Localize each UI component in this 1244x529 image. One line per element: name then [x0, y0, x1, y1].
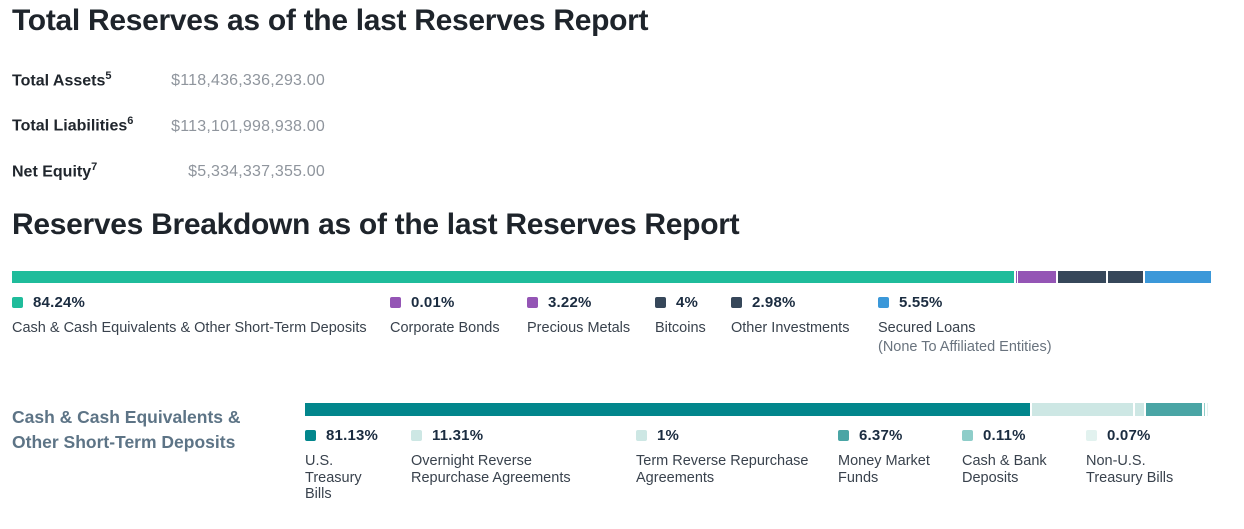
legend-percent: 0.01%: [411, 294, 455, 311]
bar-segment-cash-and-equivalents: [12, 271, 1014, 283]
legend-head: 5.55%: [878, 294, 1178, 311]
legend-swatch-icon: [636, 430, 647, 441]
stat-label-text: Total Liabilities: [12, 117, 128, 135]
legend-swatch-icon: [878, 297, 889, 308]
legend-item-term-reverse-repo: 1% Term Reverse Repurchase Agreements: [636, 427, 838, 503]
cash-breakdown-stacked-bar: [305, 403, 1209, 416]
reserves-breakdown-legend: 84.24% Cash & Cash Equivalents & Other S…: [12, 294, 1178, 356]
bar-segment-overnight-reverse-repo: [1031, 403, 1133, 416]
legend-swatch-icon: [1086, 430, 1097, 441]
bar-segment-cash-bank-deposits: [1204, 403, 1206, 416]
legend-label: Corporate Bonds: [390, 320, 500, 336]
legend-percent: 5.55%: [899, 294, 943, 311]
legend-head: 81.13%: [305, 427, 411, 444]
legend-item-bitcoins: 4% Bitcoins: [655, 294, 731, 356]
bar-segment-other-investments: [1107, 271, 1144, 283]
legend-item-us-treasury-bills: 81.13% U.S. Treasury Bills: [305, 427, 411, 503]
footnote-marker: 6: [127, 115, 134, 128]
cash-section-label: Cash & Cash Equivalents & Other Short-Te…: [12, 407, 241, 452]
legend-label: Non-U.S. Treasury Bills: [1086, 453, 1174, 486]
legend-label: Other Investments: [731, 320, 850, 336]
legend-percent: 6.37%: [859, 427, 903, 444]
stat-value: $118,436,336,293.00: [171, 72, 325, 90]
reserves-breakdown-stacked-bar: [12, 271, 1211, 283]
legend-percent: 1%: [657, 427, 680, 444]
legend-percent: 84.24%: [33, 294, 86, 311]
legend-swatch-icon: [655, 297, 666, 308]
legend-swatch-icon: [962, 430, 973, 441]
legend-item-precious-metals: 3.22% Precious Metals: [527, 294, 655, 356]
legend-head: 84.24%: [12, 294, 390, 311]
legend-percent: 2.98%: [752, 294, 796, 311]
legend-item-corporate-bonds: 0.01% Corporate Bonds: [390, 294, 527, 356]
legend-head: 11.31%: [411, 427, 636, 444]
total-reserves-title: Total Reserves as of the last Reserves R…: [12, 4, 649, 37]
legend-swatch-icon: [411, 430, 422, 441]
legend-item-cash-bank-deposits: 0.11% Cash & Bank Deposits: [962, 427, 1086, 503]
legend-percent: 0.11%: [983, 427, 1026, 444]
stat-label: Total Liabilities6: [12, 111, 163, 136]
footnote-marker: 7: [91, 160, 98, 173]
legend-head: 0.11%: [962, 427, 1086, 444]
legend-head: 1%: [636, 427, 838, 444]
legend-swatch-icon: [527, 297, 538, 308]
legend-sublabel: (None To Affiliated Entities): [878, 338, 1052, 355]
legend-label: Secured Loans: [878, 320, 976, 336]
legend-head: 2.98%: [731, 294, 878, 311]
legend-label: Precious Metals: [527, 320, 631, 336]
bar-segment-money-market-funds: [1145, 403, 1203, 416]
bar-segment-secured-loans: [1145, 271, 1211, 283]
stat-label: Total Assets5: [12, 66, 163, 91]
total-reserves-stats: Total Assets5 $118,436,336,293.00 Total …: [12, 66, 325, 202]
cash-breakdown-legend: 81.13% U.S. Treasury Bills 11.31% Overni…: [305, 427, 1244, 503]
legend-item-non-us-treasury-bills: 0.07% Non-U.S. Treasury Bills: [1086, 427, 1244, 503]
footnote-marker: 5: [105, 70, 112, 82]
legend-swatch-icon: [305, 430, 316, 441]
legend-item-money-market-funds: 6.37% Money Market Funds: [838, 427, 962, 503]
legend-percent: 4%: [676, 294, 699, 311]
legend-label: Money Market Funds: [838, 453, 930, 486]
legend-percent: 3.22%: [548, 294, 592, 311]
stat-value: $113,101,998,938.00: [171, 117, 325, 135]
legend-label: Cash & Bank Deposits: [962, 453, 1047, 486]
stat-row-total-assets: Total Assets5 $118,436,336,293.00: [12, 66, 325, 91]
legend-label: Overnight Reverse Repurchase Agreements: [411, 453, 571, 486]
legend-label: Bitcoins: [655, 320, 706, 336]
legend-swatch-icon: [838, 430, 849, 441]
legend-percent: 0.07%: [1107, 427, 1151, 444]
legend-percent: 81.13%: [326, 427, 379, 444]
legend-label: U.S. Treasury Bills: [305, 453, 362, 502]
legend-item-secured-loans: 5.55% Secured Loans (None To Affiliated …: [878, 294, 1178, 356]
legend-head: 4%: [655, 294, 731, 311]
stat-value: $5,334,337,355.00: [188, 162, 325, 180]
bar-segment-term-reverse-repo: [1134, 403, 1144, 416]
legend-head: 0.01%: [390, 294, 527, 311]
stat-label-text: Net Equity: [12, 162, 92, 180]
legend-percent: 11.31%: [432, 427, 484, 444]
stat-row-total-liabilities: Total Liabilities6 $113,101,998,938.00: [12, 111, 325, 136]
bar-segment-us-treasury-bills: [305, 403, 1030, 416]
legend-head: 0.07%: [1086, 427, 1244, 444]
legend-head: 6.37%: [838, 427, 962, 444]
legend-swatch-icon: [12, 297, 23, 308]
legend-swatch-icon: [390, 297, 401, 308]
bar-segment-non-us-treasury-bills: [1207, 403, 1209, 416]
legend-head: 3.22%: [527, 294, 655, 311]
bar-segment-precious-metals: [1017, 271, 1057, 283]
legend-swatch-icon: [731, 297, 742, 308]
stat-label: Net Equity7: [12, 157, 163, 182]
reserves-breakdown-title: Reserves Breakdown as of the last Reserv…: [12, 208, 740, 241]
legend-item-overnight-reverse-repo: 11.31% Overnight Reverse Repurchase Agre…: [411, 427, 636, 503]
legend-item-cash-and-equivalents: 84.24% Cash & Cash Equivalents & Other S…: [12, 294, 390, 356]
legend-label: Cash & Cash Equivalents & Other Short-Te…: [12, 320, 367, 336]
legend-label: Term Reverse Repurchase Agreements: [636, 453, 809, 486]
stat-label-text: Total Assets: [12, 72, 106, 90]
bar-segment-bitcoins: [1058, 271, 1106, 283]
stat-row-net-equity: Net Equity7 $5,334,337,355.00: [12, 157, 325, 182]
legend-item-other-investments: 2.98% Other Investments: [731, 294, 878, 356]
